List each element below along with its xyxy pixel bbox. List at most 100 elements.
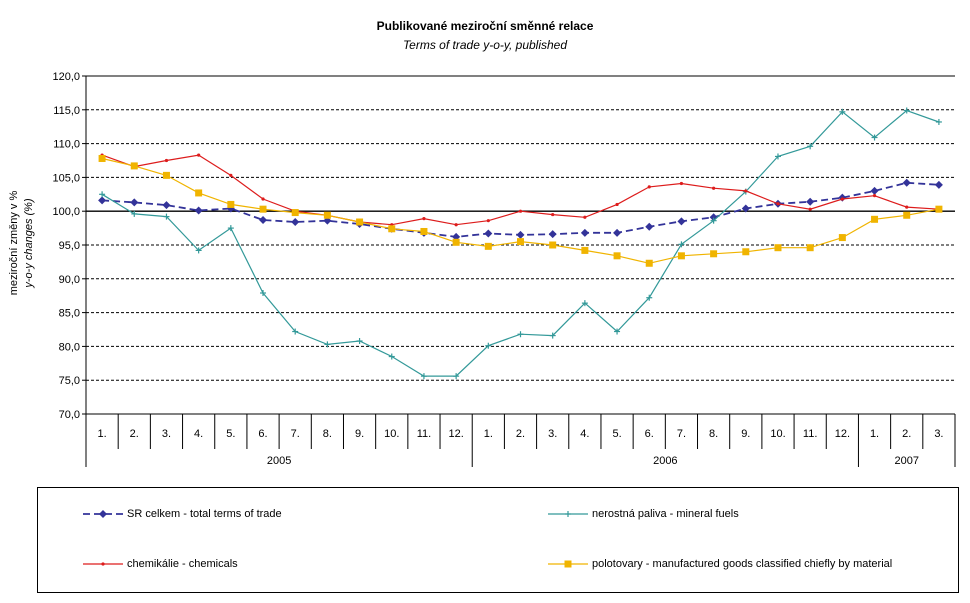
data-point xyxy=(806,244,814,252)
y-tick-label: 95,0 xyxy=(59,240,80,252)
data-point xyxy=(808,207,812,211)
legend-swatch-marker xyxy=(99,510,107,518)
chart-subtitle: Terms of trade y-o-y, published xyxy=(402,38,568,52)
data-point xyxy=(776,202,780,206)
data-point xyxy=(646,294,653,301)
data-point xyxy=(518,209,523,213)
data-point xyxy=(902,178,911,187)
data-point xyxy=(356,218,364,226)
data-point xyxy=(645,222,654,231)
data-point xyxy=(774,244,782,252)
y-axis-label: meziroční změny v % xyxy=(8,191,20,296)
data-point xyxy=(131,210,138,217)
data-point xyxy=(163,213,170,220)
x-tick-label: 8. xyxy=(323,428,332,440)
data-point xyxy=(710,250,718,258)
data-point xyxy=(677,217,686,226)
data-point xyxy=(548,230,557,239)
x-tick-label: 6. xyxy=(258,428,267,440)
x-tick-label: 11. xyxy=(803,428,817,440)
data-point xyxy=(840,197,844,201)
legend-swatch xyxy=(548,511,588,517)
data-point xyxy=(839,108,846,115)
data-point xyxy=(486,219,490,223)
x-tick-label: 10. xyxy=(770,428,785,440)
legend-label: SR celkem - total terms of trade xyxy=(127,508,282,520)
data-point xyxy=(388,225,396,233)
data-point xyxy=(583,215,587,219)
data-point xyxy=(838,234,846,242)
data-point xyxy=(484,229,493,238)
data-point xyxy=(388,353,395,360)
data-point xyxy=(162,201,171,210)
legend-label: chemikálie - chemicals xyxy=(127,558,238,570)
data-point xyxy=(229,173,233,177)
data-point xyxy=(774,153,781,160)
data-point xyxy=(645,259,653,267)
legend-item: chemikálie - chemicals xyxy=(83,554,238,574)
series-3 xyxy=(98,154,943,267)
legend-label: polotovary - manufactured goods classifi… xyxy=(592,558,893,570)
y-tick-label: 90,0 xyxy=(59,274,80,286)
x-tick-label: 4. xyxy=(194,428,203,440)
x-tick-label: 3. xyxy=(548,428,557,440)
legend-swatch-marker xyxy=(564,560,572,568)
data-point xyxy=(581,300,588,307)
x-tick-label: 7. xyxy=(677,428,686,440)
data-point xyxy=(291,209,299,217)
data-point xyxy=(615,202,619,207)
data-point xyxy=(291,218,300,227)
x-tick-label: 3. xyxy=(934,428,943,440)
data-point xyxy=(549,332,556,339)
data-point xyxy=(677,252,685,260)
data-point xyxy=(162,171,170,179)
year-label: 2005 xyxy=(267,455,291,467)
legend-swatch xyxy=(83,562,123,566)
data-point xyxy=(549,241,557,249)
data-point xyxy=(712,186,716,190)
x-tick-label: 9. xyxy=(355,428,364,440)
data-point xyxy=(164,158,169,163)
legend-item: polotovary - manufactured goods classifi… xyxy=(548,554,892,574)
data-point xyxy=(356,337,363,344)
data-point xyxy=(710,217,717,224)
data-point xyxy=(323,211,331,219)
data-point xyxy=(807,143,814,150)
data-point xyxy=(227,200,235,208)
data-point xyxy=(195,189,203,197)
axes: 70,0 75,0 80,0 85,0 90,0 95,0 100,0 105,0 110,0 1… xyxy=(52,71,956,467)
line-chart: 70,0 75,0 80,0 85,0 90,0 95,0 100,0 105,0 110,0 1… xyxy=(8,71,956,467)
x-tick-label: 7. xyxy=(291,428,300,440)
data-point xyxy=(935,118,942,125)
x-tick-label: 8. xyxy=(709,428,718,440)
data-point xyxy=(197,153,201,157)
x-tick-label: 5. xyxy=(612,428,621,440)
data-point xyxy=(872,194,877,198)
data-point xyxy=(741,204,750,213)
x-tick-label: 12. xyxy=(835,428,850,440)
data-point xyxy=(551,212,555,217)
x-tick-label: 1. xyxy=(870,428,879,440)
data-point xyxy=(227,225,234,232)
data-point xyxy=(871,134,878,141)
data-point xyxy=(454,223,458,227)
data-point xyxy=(130,198,139,207)
legend-item: nerostná paliva - mineral fuels xyxy=(548,504,739,524)
y-tick-label: 80,0 xyxy=(59,341,80,353)
legend-swatch xyxy=(548,560,588,568)
year-label: 2007 xyxy=(894,455,918,467)
data-point xyxy=(613,252,621,260)
data-point xyxy=(99,191,106,198)
data-point xyxy=(420,227,428,235)
data-point xyxy=(292,328,299,335)
data-point xyxy=(453,373,460,380)
y-tick-label: 115,0 xyxy=(53,105,80,117)
data-point xyxy=(422,217,426,221)
data-point xyxy=(935,205,943,213)
x-tick-label: 3. xyxy=(162,428,171,440)
data-point xyxy=(934,180,943,189)
data-point xyxy=(581,246,589,254)
series-line xyxy=(101,154,939,226)
data-point xyxy=(613,228,622,237)
chart-title: Publikované meziroční směnné relace xyxy=(376,19,594,33)
